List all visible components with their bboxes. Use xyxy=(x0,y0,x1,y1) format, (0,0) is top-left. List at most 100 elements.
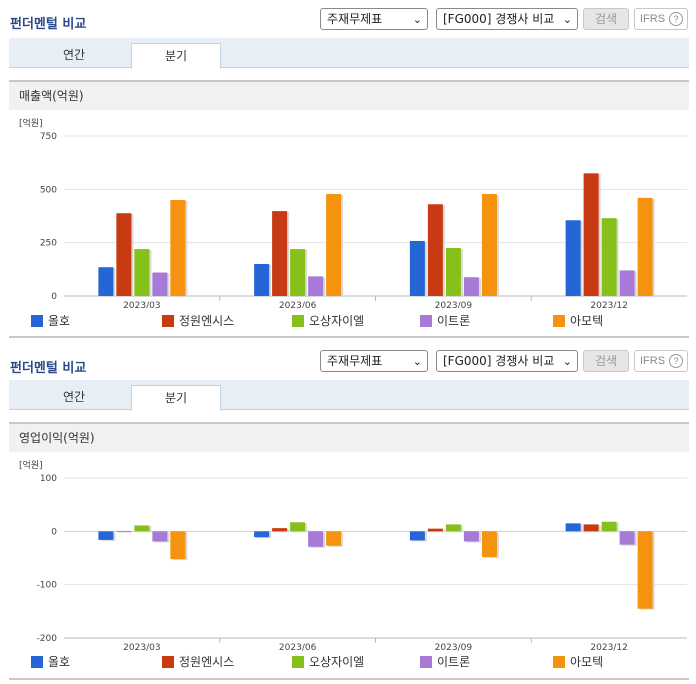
bar-1 xyxy=(427,528,443,532)
statement-type-select[interactable]: 주재무제표 ⌄ xyxy=(320,350,428,372)
question-icon: ? xyxy=(669,12,683,26)
legend-item[interactable]: 아모텍 xyxy=(553,654,603,670)
x-tick-label: 2023/09 xyxy=(435,643,473,653)
legend-item[interactable]: 오상자이엘 xyxy=(292,313,364,329)
x-tick-label: 2023/06 xyxy=(279,301,317,308)
comparison-select[interactable]: [FG000] 경쟁사 비교 ⌄ xyxy=(436,8,578,30)
question-icon: ? xyxy=(669,354,683,368)
legend-swatch xyxy=(162,656,174,668)
fundamental-section-2: 펀더멘털 비교 주재무제표 ⌄ [FG000] 경쟁사 비교 ⌄ 검색 IFRS… xyxy=(0,342,696,684)
chevron-down-icon: ⌄ xyxy=(562,13,572,26)
legend-swatch xyxy=(553,315,565,327)
bar-4 xyxy=(326,531,342,546)
legend-item[interactable]: 아모텍 xyxy=(553,313,603,329)
legend-item[interactable]: 정원엔시스 xyxy=(162,313,234,329)
section-title: 펀더멘털 비교 xyxy=(10,17,87,32)
y-tick-label: 0 xyxy=(51,527,57,537)
x-tick-label: 2023/03 xyxy=(123,643,160,653)
legend-swatch xyxy=(292,315,304,327)
bar-1 xyxy=(583,173,599,296)
bar-4 xyxy=(637,531,653,609)
legend-label: 올호 xyxy=(48,655,71,669)
legend-item[interactable]: 이트론 xyxy=(420,654,470,670)
bar-3 xyxy=(308,276,324,296)
statement-type-value: 주재무제표 xyxy=(327,354,383,368)
bar-2 xyxy=(290,249,306,296)
comparison-value: [FG000] 경쟁사 비교 xyxy=(443,12,555,26)
statement-type-select[interactable]: 주재무제표 ⌄ xyxy=(320,8,428,30)
chevron-down-icon: ⌄ xyxy=(412,13,422,26)
y-tick-label: 250 xyxy=(40,239,57,249)
legend-swatch xyxy=(162,315,174,327)
bar-2 xyxy=(601,521,617,532)
bar-1 xyxy=(427,204,443,296)
bar-3 xyxy=(152,272,168,296)
legend-swatch xyxy=(31,656,43,668)
period-tabs: 연간 분기 xyxy=(9,380,689,411)
legend-swatch xyxy=(553,656,565,668)
bar-0 xyxy=(254,264,270,296)
legend-label: 오상자이엘 xyxy=(309,314,365,328)
ifrs-label: IFRS xyxy=(640,355,666,367)
bar-3 xyxy=(463,277,479,296)
tab-annual[interactable]: 연간 xyxy=(62,390,86,404)
legend-item[interactable]: 정원엔시스 xyxy=(162,654,234,670)
ifrs-help-button[interactable]: IFRS ? xyxy=(634,8,688,30)
chevron-down-icon: ⌄ xyxy=(562,355,572,368)
ifrs-help-button[interactable]: IFRS ? xyxy=(634,350,688,372)
bar-4 xyxy=(170,200,186,296)
bar-2 xyxy=(134,525,150,532)
search-button[interactable]: 검색 xyxy=(583,8,629,30)
bar-3 xyxy=(152,531,168,542)
bar-1 xyxy=(272,528,288,532)
x-tick-label: 2023/12 xyxy=(590,301,627,308)
tab-quarterly[interactable]: 분기 xyxy=(131,385,221,411)
statement-type-value: 주재무제표 xyxy=(327,12,383,26)
tab-annual[interactable]: 연간 xyxy=(62,48,86,62)
legend-item[interactable]: 오상자이엘 xyxy=(292,654,364,670)
bar-shadow xyxy=(118,532,134,533)
y-unit-label: [억원] xyxy=(19,459,43,471)
metric-header: 매출액(억원) xyxy=(9,80,689,110)
tab-quarterly[interactable]: 분기 xyxy=(131,43,221,69)
bar-4 xyxy=(637,197,653,296)
legend-item[interactable]: 올호 xyxy=(31,313,70,329)
bar-3 xyxy=(619,531,635,545)
legend-swatch xyxy=(420,315,432,327)
bar-0 xyxy=(409,240,425,296)
bar-0 xyxy=(565,523,581,532)
period-tabs: 연간 분기 xyxy=(9,38,689,69)
bar-2 xyxy=(601,218,617,296)
legend-swatch xyxy=(420,656,432,668)
chart-legend: 올호 정원엔시스 오상자이엘 이트론 아모텍 xyxy=(9,654,689,672)
legend-label: 아모텍 xyxy=(570,314,604,328)
comparison-select[interactable]: [FG000] 경쟁사 비교 ⌄ xyxy=(436,350,578,372)
bar-0 xyxy=(565,220,581,296)
legend-item[interactable]: 이트론 xyxy=(420,313,470,329)
legend-label: 올호 xyxy=(48,314,71,328)
bar-0 xyxy=(98,267,114,296)
bar-3 xyxy=(463,531,479,542)
ifrs-label: IFRS xyxy=(640,13,666,25)
fundamental-section-1: 펀더멘털 비교 주재무제표 ⌄ [FG000] 경쟁사 비교 ⌄ 검색 IFRS… xyxy=(0,0,696,340)
bar-0 xyxy=(409,531,425,541)
bar-4 xyxy=(170,531,186,560)
bar-4 xyxy=(481,531,497,557)
bar-2 xyxy=(445,524,461,532)
legend-label: 이트론 xyxy=(437,655,471,669)
bar-1 xyxy=(583,524,599,532)
bar-4 xyxy=(326,194,342,296)
y-tick-label: 0 xyxy=(51,292,57,302)
bar-2 xyxy=(290,522,306,532)
x-tick-label: 2023/03 xyxy=(123,301,160,308)
chart-legend: 올호 정원엔시스 오상자이엘 이트론 아모텍 xyxy=(9,313,689,331)
legend-item[interactable]: 올호 xyxy=(31,654,70,670)
bar-0 xyxy=(254,531,270,538)
x-tick-label: 2023/06 xyxy=(279,643,317,653)
bar-4 xyxy=(481,194,497,296)
chevron-down-icon: ⌄ xyxy=(412,355,422,368)
legend-label: 정원엔시스 xyxy=(179,655,235,669)
search-button[interactable]: 검색 xyxy=(583,350,629,372)
x-tick-label: 2023/12 xyxy=(590,643,627,653)
y-tick-label: -100 xyxy=(37,581,58,591)
